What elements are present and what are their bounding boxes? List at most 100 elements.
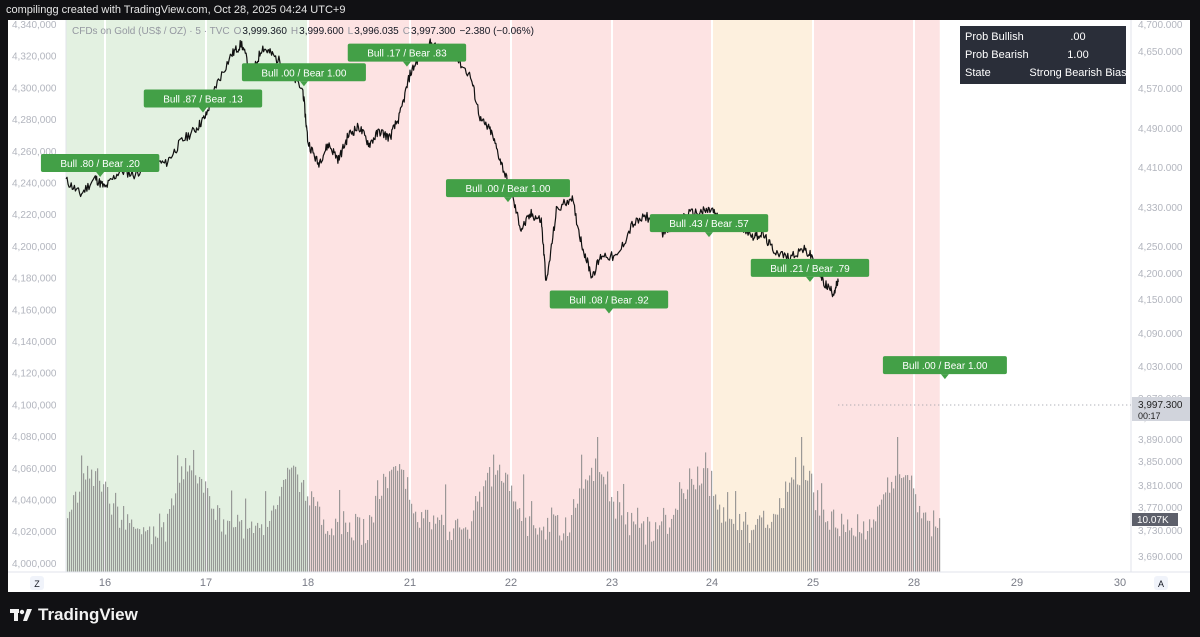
volume-bar xyxy=(651,541,653,572)
left-axis-area xyxy=(8,20,66,572)
price-chart[interactable]: 4,340,000 4,320,000 4,300,000 4,280,000 4,26… xyxy=(8,20,1190,592)
volume-bar xyxy=(349,522,351,572)
volume-bar xyxy=(193,449,195,572)
volume-bar xyxy=(523,474,525,572)
volume-bar xyxy=(913,488,915,572)
volume-bar xyxy=(765,527,767,572)
volume-bar xyxy=(535,528,537,572)
volume-bar xyxy=(857,514,859,572)
volume-bar xyxy=(699,485,701,572)
volume-bar xyxy=(851,527,853,572)
axis-button-right[interactable] xyxy=(1154,576,1168,590)
volume-bar xyxy=(893,488,895,572)
volume-bar xyxy=(351,537,353,572)
volume-bar xyxy=(343,511,345,572)
tradingview-logo[interactable]: TradingView xyxy=(10,605,138,625)
left-axis-tick: 4,100,000 xyxy=(12,400,57,411)
volume-bar xyxy=(283,479,285,572)
volume-bar xyxy=(131,519,133,572)
regime-label-pointer xyxy=(940,374,949,380)
regime-label: Bull .21 / Bear .79 xyxy=(750,258,870,282)
volume-bar xyxy=(811,473,813,572)
volume-bar xyxy=(403,469,405,572)
regime-label-pointer xyxy=(805,276,814,282)
axis-button-right-label: A xyxy=(1158,579,1164,589)
volume-bar xyxy=(271,510,273,572)
volume-bar xyxy=(869,519,871,572)
volume-bar xyxy=(775,514,777,572)
volume-bar xyxy=(785,481,787,572)
volume-bar xyxy=(595,458,597,572)
volume-bar xyxy=(715,494,717,572)
volume-bar xyxy=(389,471,391,572)
volume-bar xyxy=(163,522,165,572)
volume-bar xyxy=(543,526,545,572)
volume-bar xyxy=(613,501,615,572)
volume-bar xyxy=(405,488,407,572)
volume-bar xyxy=(383,473,385,572)
volume-bar xyxy=(339,489,341,572)
price-badge-value: 3,997.300 xyxy=(1138,400,1183,411)
volume-bar xyxy=(87,465,89,572)
volume-bar xyxy=(917,512,919,572)
volume-bar xyxy=(187,471,189,572)
left-axis-tick: 4,240,000 xyxy=(12,179,57,190)
volume-bar xyxy=(249,527,251,572)
volume-bar xyxy=(799,485,801,572)
volume-bar xyxy=(425,509,427,572)
volume-bar xyxy=(393,466,395,572)
volume-bar xyxy=(217,505,219,572)
volume-bar xyxy=(259,527,261,572)
volume-bar xyxy=(245,498,247,572)
volume-bar xyxy=(135,528,137,572)
volume-bar xyxy=(735,491,737,572)
volume-bar xyxy=(111,514,113,572)
volume-bar xyxy=(753,529,755,572)
volume-bar xyxy=(493,454,495,572)
volume-bar xyxy=(183,479,185,572)
volume-bar xyxy=(871,527,873,572)
volume-badge-value: 10.07K xyxy=(1137,515,1169,526)
axis-button-left[interactable] xyxy=(30,576,44,590)
volume-bar xyxy=(645,544,647,572)
volume-bar xyxy=(311,491,313,572)
volume-bar xyxy=(337,521,339,572)
legend-close-label: C xyxy=(403,26,410,37)
volume-bar xyxy=(867,531,869,572)
volume-bar xyxy=(617,491,619,572)
volume-bar xyxy=(287,467,289,572)
right-axis-tick: 3,770.000 xyxy=(1138,503,1183,514)
right-axis-tick: 3,850.000 xyxy=(1138,457,1183,468)
legend-low-label: L xyxy=(348,26,354,37)
volume-bar xyxy=(327,531,329,572)
regime-label-box xyxy=(40,153,160,172)
volume-bar xyxy=(303,479,305,572)
volume-bar xyxy=(677,509,679,572)
volume-bar xyxy=(291,467,293,572)
volume-bar xyxy=(399,464,401,572)
volume-bar xyxy=(855,536,857,572)
volume-bar xyxy=(129,523,131,572)
volume-bar xyxy=(159,513,161,572)
volume-bar xyxy=(901,478,903,572)
volume-bar xyxy=(385,476,387,572)
volume-bar xyxy=(553,514,555,572)
volume-bar xyxy=(513,501,515,572)
volume-bar xyxy=(875,521,877,572)
volume-bar xyxy=(563,533,565,572)
left-axis-tick: 4,260,000 xyxy=(12,147,57,158)
right-axis-tick: 4,410.000 xyxy=(1138,163,1183,174)
regime-label-box xyxy=(241,63,366,82)
volume-bar xyxy=(551,507,553,572)
volume-bar xyxy=(445,484,447,572)
x-axis-tick: 28 xyxy=(908,577,920,589)
volume-bar xyxy=(239,521,241,572)
volume-bar xyxy=(633,521,635,572)
volume-bar xyxy=(825,522,827,572)
volume-bar xyxy=(175,493,177,572)
volume-bar xyxy=(461,529,463,572)
volume-bar xyxy=(669,527,671,572)
volume-bar xyxy=(599,472,601,572)
right-axis-tick: 4,030.000 xyxy=(1138,362,1183,373)
volume-bar xyxy=(235,526,237,572)
